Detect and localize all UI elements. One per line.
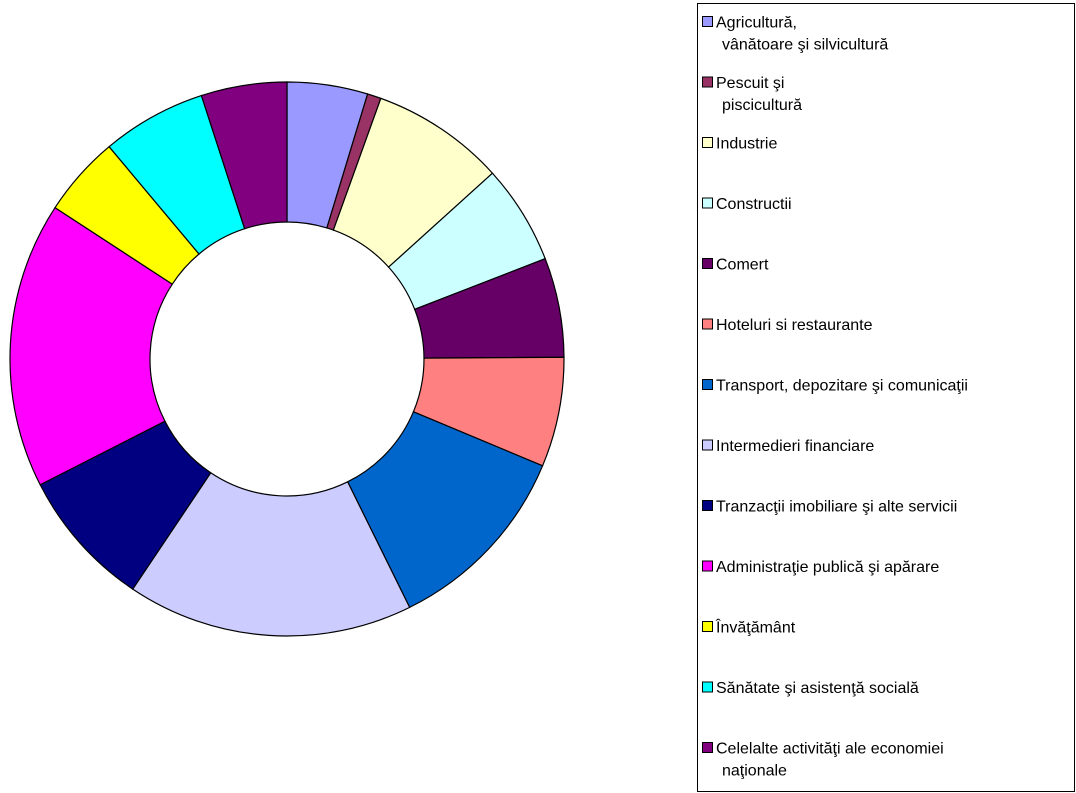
legend-label: Comert [716,257,769,274]
legend-label: Transport, depozitare şi comunicaţii [716,378,968,395]
legend-swatch [702,258,713,269]
donut-segment [9,206,174,486]
legend-label: Tranzacţii imobiliare şi alte servicii [716,499,957,516]
legend-label: Pescuit şi piscicultură [716,75,802,114]
legend-label: Sănătate şi asistenţă socială [716,680,919,697]
legend-swatch [702,318,713,330]
legend-label: Învăţământ [715,618,796,637]
legend-swatch [702,76,713,88]
legend-label: Celelalte activităţi ale economiei naţion… [716,741,944,780]
legend-swatch [702,681,713,693]
legend-label: Industrie [716,136,777,153]
legend-label: Administraţie publică şi apărare [716,559,939,576]
legend-label: Hoteluri si restaurante [716,317,873,334]
legend-swatch [702,742,713,753]
legend-label: Intermedieri financiare [716,438,874,455]
legend-label: Agricultură, vânătoare şi silvicultură [716,15,888,54]
donut-segment [200,81,288,230]
legend-swatch [702,137,713,148]
legend-box [697,3,1075,792]
legend-swatch [702,439,713,451]
donut-segment [131,471,411,637]
legend-label: Constructii [716,196,792,213]
legend-swatch [702,500,713,511]
legend-swatch [702,560,713,572]
legend-swatch [702,621,713,632]
legend-swatch [702,379,713,390]
legend-swatch [702,16,713,27]
legend-swatch [702,197,713,209]
